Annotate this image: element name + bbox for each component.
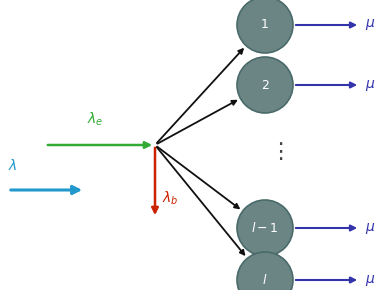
Circle shape: [237, 57, 293, 113]
Text: ⋮: ⋮: [269, 142, 291, 162]
Text: $\mu$: $\mu$: [365, 220, 375, 235]
Text: $\lambda_b$: $\lambda_b$: [162, 189, 178, 207]
Text: $\mu$: $\mu$: [365, 273, 375, 287]
Circle shape: [237, 200, 293, 256]
Text: 1: 1: [261, 19, 269, 32]
Text: $\mu$: $\mu$: [365, 77, 375, 93]
Circle shape: [237, 0, 293, 53]
Text: $\mu$: $\mu$: [365, 17, 375, 32]
Text: $l-1$: $l-1$: [251, 221, 279, 235]
Text: $l$: $l$: [262, 273, 268, 287]
Text: $\lambda_e$: $\lambda_e$: [87, 110, 103, 128]
Circle shape: [237, 252, 293, 290]
Text: $\lambda$: $\lambda$: [8, 158, 17, 173]
Text: 2: 2: [261, 79, 269, 92]
